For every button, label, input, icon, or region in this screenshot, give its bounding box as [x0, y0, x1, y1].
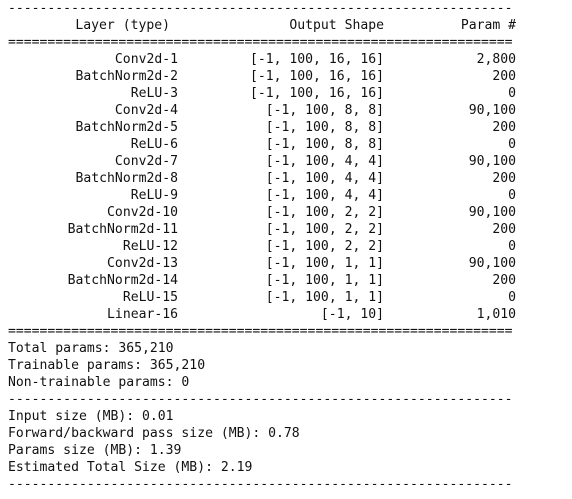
- param-count-cell: 0: [508, 137, 516, 152]
- layer-name-cell: BatchNorm2d-8: [75, 171, 178, 186]
- trainable-params: Trainable params: 365,210: [8, 358, 206, 373]
- param-count-cell: 200: [492, 273, 516, 288]
- header-output-shape: Output Shape: [289, 18, 384, 33]
- table-row: BatchNorm2d-8 [-1, 100, 4, 4] 200: [8, 170, 522, 187]
- estimated-total-size: Estimated Total Size (MB): 2.19: [8, 460, 253, 475]
- layer-name-cell: Conv2d-13: [107, 256, 178, 271]
- output-shape-cell: [-1, 100, 1, 1]: [265, 290, 384, 305]
- param-count-cell: 200: [492, 171, 516, 186]
- output-shape-cell: [-1, 100, 2, 2]: [265, 205, 384, 220]
- layer-name-cell: BatchNorm2d-11: [67, 222, 178, 237]
- dash-rule-top: ----------------------------------------…: [8, 1, 513, 16]
- layer-name-cell: ReLU-12: [122, 239, 178, 254]
- output-shape-cell: [-1, 100, 16, 16]: [249, 52, 384, 67]
- table-row: BatchNorm2d-11 [-1, 100, 2, 2] 200: [8, 221, 522, 238]
- output-shape-cell: [-1, 10]: [320, 307, 384, 322]
- model-summary: ----------------------------------------…: [8, 0, 522, 493]
- output-shape-cell: [-1, 100, 16, 16]: [249, 69, 384, 84]
- input-size: Input size (MB): 0.01: [8, 409, 174, 424]
- output-shape-cell: [-1, 100, 4, 4]: [265, 154, 384, 169]
- param-count-cell: 90,100: [468, 154, 516, 169]
- output-shape-cell: [-1, 100, 8, 8]: [265, 103, 384, 118]
- output-shape-cell: [-1, 100, 1, 1]: [265, 256, 384, 271]
- param-count-cell: 90,100: [468, 205, 516, 220]
- layer-name-cell: Conv2d-1: [114, 52, 178, 67]
- table-row: Conv2d-1 [-1, 100, 16, 16] 2,800: [8, 51, 522, 68]
- layer-name-cell: ReLU-15: [122, 290, 178, 305]
- forward-backward-size: Forward/backward pass size (MB): 0.78: [8, 426, 300, 441]
- table-row: Linear-16 [-1, 10] 1,010: [8, 306, 522, 323]
- layer-name-cell: ReLU-6: [130, 137, 178, 152]
- dash-rule-middle: ----------------------------------------…: [8, 392, 513, 407]
- table-row: ReLU-6 [-1, 100, 8, 8] 0: [8, 136, 522, 153]
- param-count-cell: 0: [508, 86, 516, 101]
- output-shape-cell: [-1, 100, 8, 8]: [265, 120, 384, 135]
- layer-name-cell: BatchNorm2d-2: [75, 69, 178, 84]
- output-shape-cell: [-1, 100, 2, 2]: [265, 239, 384, 254]
- header-layer: Layer (type): [75, 18, 170, 33]
- layer-name-cell: ReLU-9: [130, 188, 178, 203]
- table-row: Conv2d-10 [-1, 100, 2, 2] 90,100: [8, 204, 522, 221]
- table-header: Layer (type) Output Shape Param #: [8, 17, 522, 34]
- table-row: ReLU-15 [-1, 100, 1, 1] 0: [8, 289, 522, 306]
- header-param-count: Param #: [460, 18, 516, 33]
- table-row: BatchNorm2d-5 [-1, 100, 8, 8] 200: [8, 119, 522, 136]
- param-count-cell: 2,800: [476, 52, 516, 67]
- layer-name-cell: BatchNorm2d-14: [67, 273, 178, 288]
- layer-table-body: Conv2d-1 [-1, 100, 16, 16] 2,800 BatchNorm2…: [8, 51, 522, 323]
- equal-rule-footer: ========================================…: [8, 324, 513, 339]
- param-count-cell: 90,100: [468, 103, 516, 118]
- params-size: Params size (MB): 1.39: [8, 443, 182, 458]
- table-row: ReLU-12 [-1, 100, 2, 2] 0: [8, 238, 522, 255]
- param-count-cell: 200: [492, 222, 516, 237]
- dash-rule-bottom: ----------------------------------------…: [8, 477, 513, 492]
- output-shape-cell: [-1, 100, 16, 16]: [249, 86, 384, 101]
- table-row: ReLU-3 [-1, 100, 16, 16] 0: [8, 85, 522, 102]
- param-count-cell: 1,010: [476, 307, 516, 322]
- output-shape-cell: [-1, 100, 8, 8]: [265, 137, 384, 152]
- layer-name-cell: ReLU-3: [130, 86, 178, 101]
- output-shape-cell: [-1, 100, 2, 2]: [265, 222, 384, 237]
- layer-name-cell: BatchNorm2d-5: [75, 120, 178, 135]
- param-count-cell: 200: [492, 120, 516, 135]
- param-count-cell: 90,100: [468, 256, 516, 271]
- table-row: Conv2d-13 [-1, 100, 1, 1] 90,100: [8, 255, 522, 272]
- table-row: Conv2d-4 [-1, 100, 8, 8] 90,100: [8, 102, 522, 119]
- table-row: BatchNorm2d-14 [-1, 100, 1, 1] 200: [8, 272, 522, 289]
- param-count-cell: 0: [508, 290, 516, 305]
- output-shape-cell: [-1, 100, 4, 4]: [265, 188, 384, 203]
- param-count-cell: 0: [508, 239, 516, 254]
- layer-name-cell: Conv2d-7: [114, 154, 178, 169]
- total-params: Total params: 365,210: [8, 341, 174, 356]
- table-row: Conv2d-7 [-1, 100, 4, 4] 90,100: [8, 153, 522, 170]
- layer-name-cell: Linear-16: [107, 307, 178, 322]
- output-shape-cell: [-1, 100, 1, 1]: [265, 273, 384, 288]
- param-count-cell: 0: [508, 188, 516, 203]
- equal-rule-header: ========================================…: [8, 35, 513, 50]
- output-shape-cell: [-1, 100, 4, 4]: [265, 171, 384, 186]
- table-row: BatchNorm2d-2 [-1, 100, 16, 16] 200: [8, 68, 522, 85]
- layer-name-cell: Conv2d-4: [114, 103, 178, 118]
- param-count-cell: 200: [492, 69, 516, 84]
- table-row: ReLU-9 [-1, 100, 4, 4] 0: [8, 187, 522, 204]
- non-trainable-params: Non-trainable params: 0: [8, 375, 190, 390]
- layer-name-cell: Conv2d-10: [107, 205, 178, 220]
